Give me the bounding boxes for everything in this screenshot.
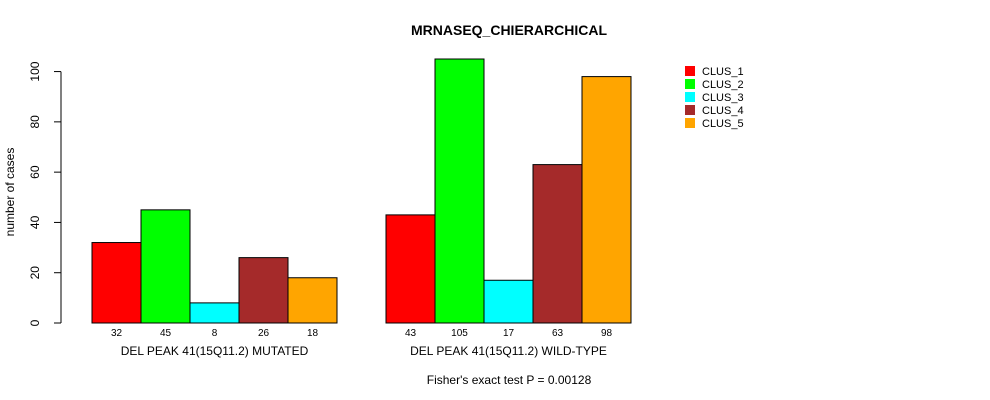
legend-label-clus-2: CLUS_2 xyxy=(702,79,744,91)
bar-clus-1-group-2 xyxy=(385,214,436,324)
y-tick-label: 60 xyxy=(28,165,42,179)
legend-swatch-clus-2 xyxy=(685,79,695,89)
group-labels: DEL PEAK 41(15Q11.2) MUTATED DEL PEAK 41(… xyxy=(121,344,607,358)
legend-label-clus-1: CLUS_1 xyxy=(702,66,744,78)
group-label-1: DEL PEAK 41(15Q11.2) MUTATED xyxy=(121,344,309,358)
group-label-2: DEL PEAK 41(15Q11.2) WILD-TYPE xyxy=(410,344,607,358)
bar-value-label: 105 xyxy=(451,328,468,339)
bar-value-label: 8 xyxy=(212,328,218,339)
bar-value-label: 63 xyxy=(552,328,564,339)
bar-clus-2-group-1 xyxy=(140,209,191,324)
legend-swatch-clus-3 xyxy=(685,92,695,102)
legend-label-clus-4: CLUS_4 xyxy=(702,105,744,117)
bar-clus-4-group-1 xyxy=(238,257,289,324)
bar-value-label: 26 xyxy=(258,328,270,339)
y-tick-label: 0 xyxy=(28,319,42,326)
chart-title: MRNASEQ_CHIERARCHICAL xyxy=(411,22,607,38)
legend-label-clus-3: CLUS_3 xyxy=(702,92,744,104)
legend-swatch-clus-1 xyxy=(685,66,695,76)
bar-clus-4-group-2 xyxy=(532,164,583,324)
bar-clus-3-group-2 xyxy=(483,279,534,324)
bar-value-label: 98 xyxy=(601,328,613,339)
bar-clus-5-group-1 xyxy=(287,277,338,324)
bars xyxy=(91,58,632,324)
bar-clus-1-group-1 xyxy=(91,242,142,324)
bar-value-label: 32 xyxy=(111,328,123,339)
y-axis: 0 20 40 60 80 100 xyxy=(28,61,62,326)
y-tick-label: 80 xyxy=(28,115,42,129)
y-axis-label: number of cases xyxy=(3,148,17,237)
y-tick-label: 40 xyxy=(28,215,42,229)
legend-label-clus-5: CLUS_5 xyxy=(702,118,744,130)
legend-swatch-clus-5 xyxy=(685,118,695,128)
fisher-test-footnote: Fisher's exact test P = 0.00128 xyxy=(427,373,592,387)
bar-value-label: 45 xyxy=(160,328,172,339)
y-tick-label: 20 xyxy=(28,266,42,280)
bar-value-label: 18 xyxy=(307,328,319,339)
bar-value-label: 17 xyxy=(503,328,515,339)
bar-clus-2-group-2 xyxy=(434,58,485,324)
bar-clus-5-group-2 xyxy=(581,76,632,324)
bar-clus-3-group-1 xyxy=(189,302,240,324)
bar-value-labels: 32 45 8 26 18 43 105 17 63 98 xyxy=(111,328,613,339)
y-tick-label: 100 xyxy=(28,61,42,81)
bar-value-label: 43 xyxy=(405,328,417,339)
legend-swatch-clus-4 xyxy=(685,105,695,115)
